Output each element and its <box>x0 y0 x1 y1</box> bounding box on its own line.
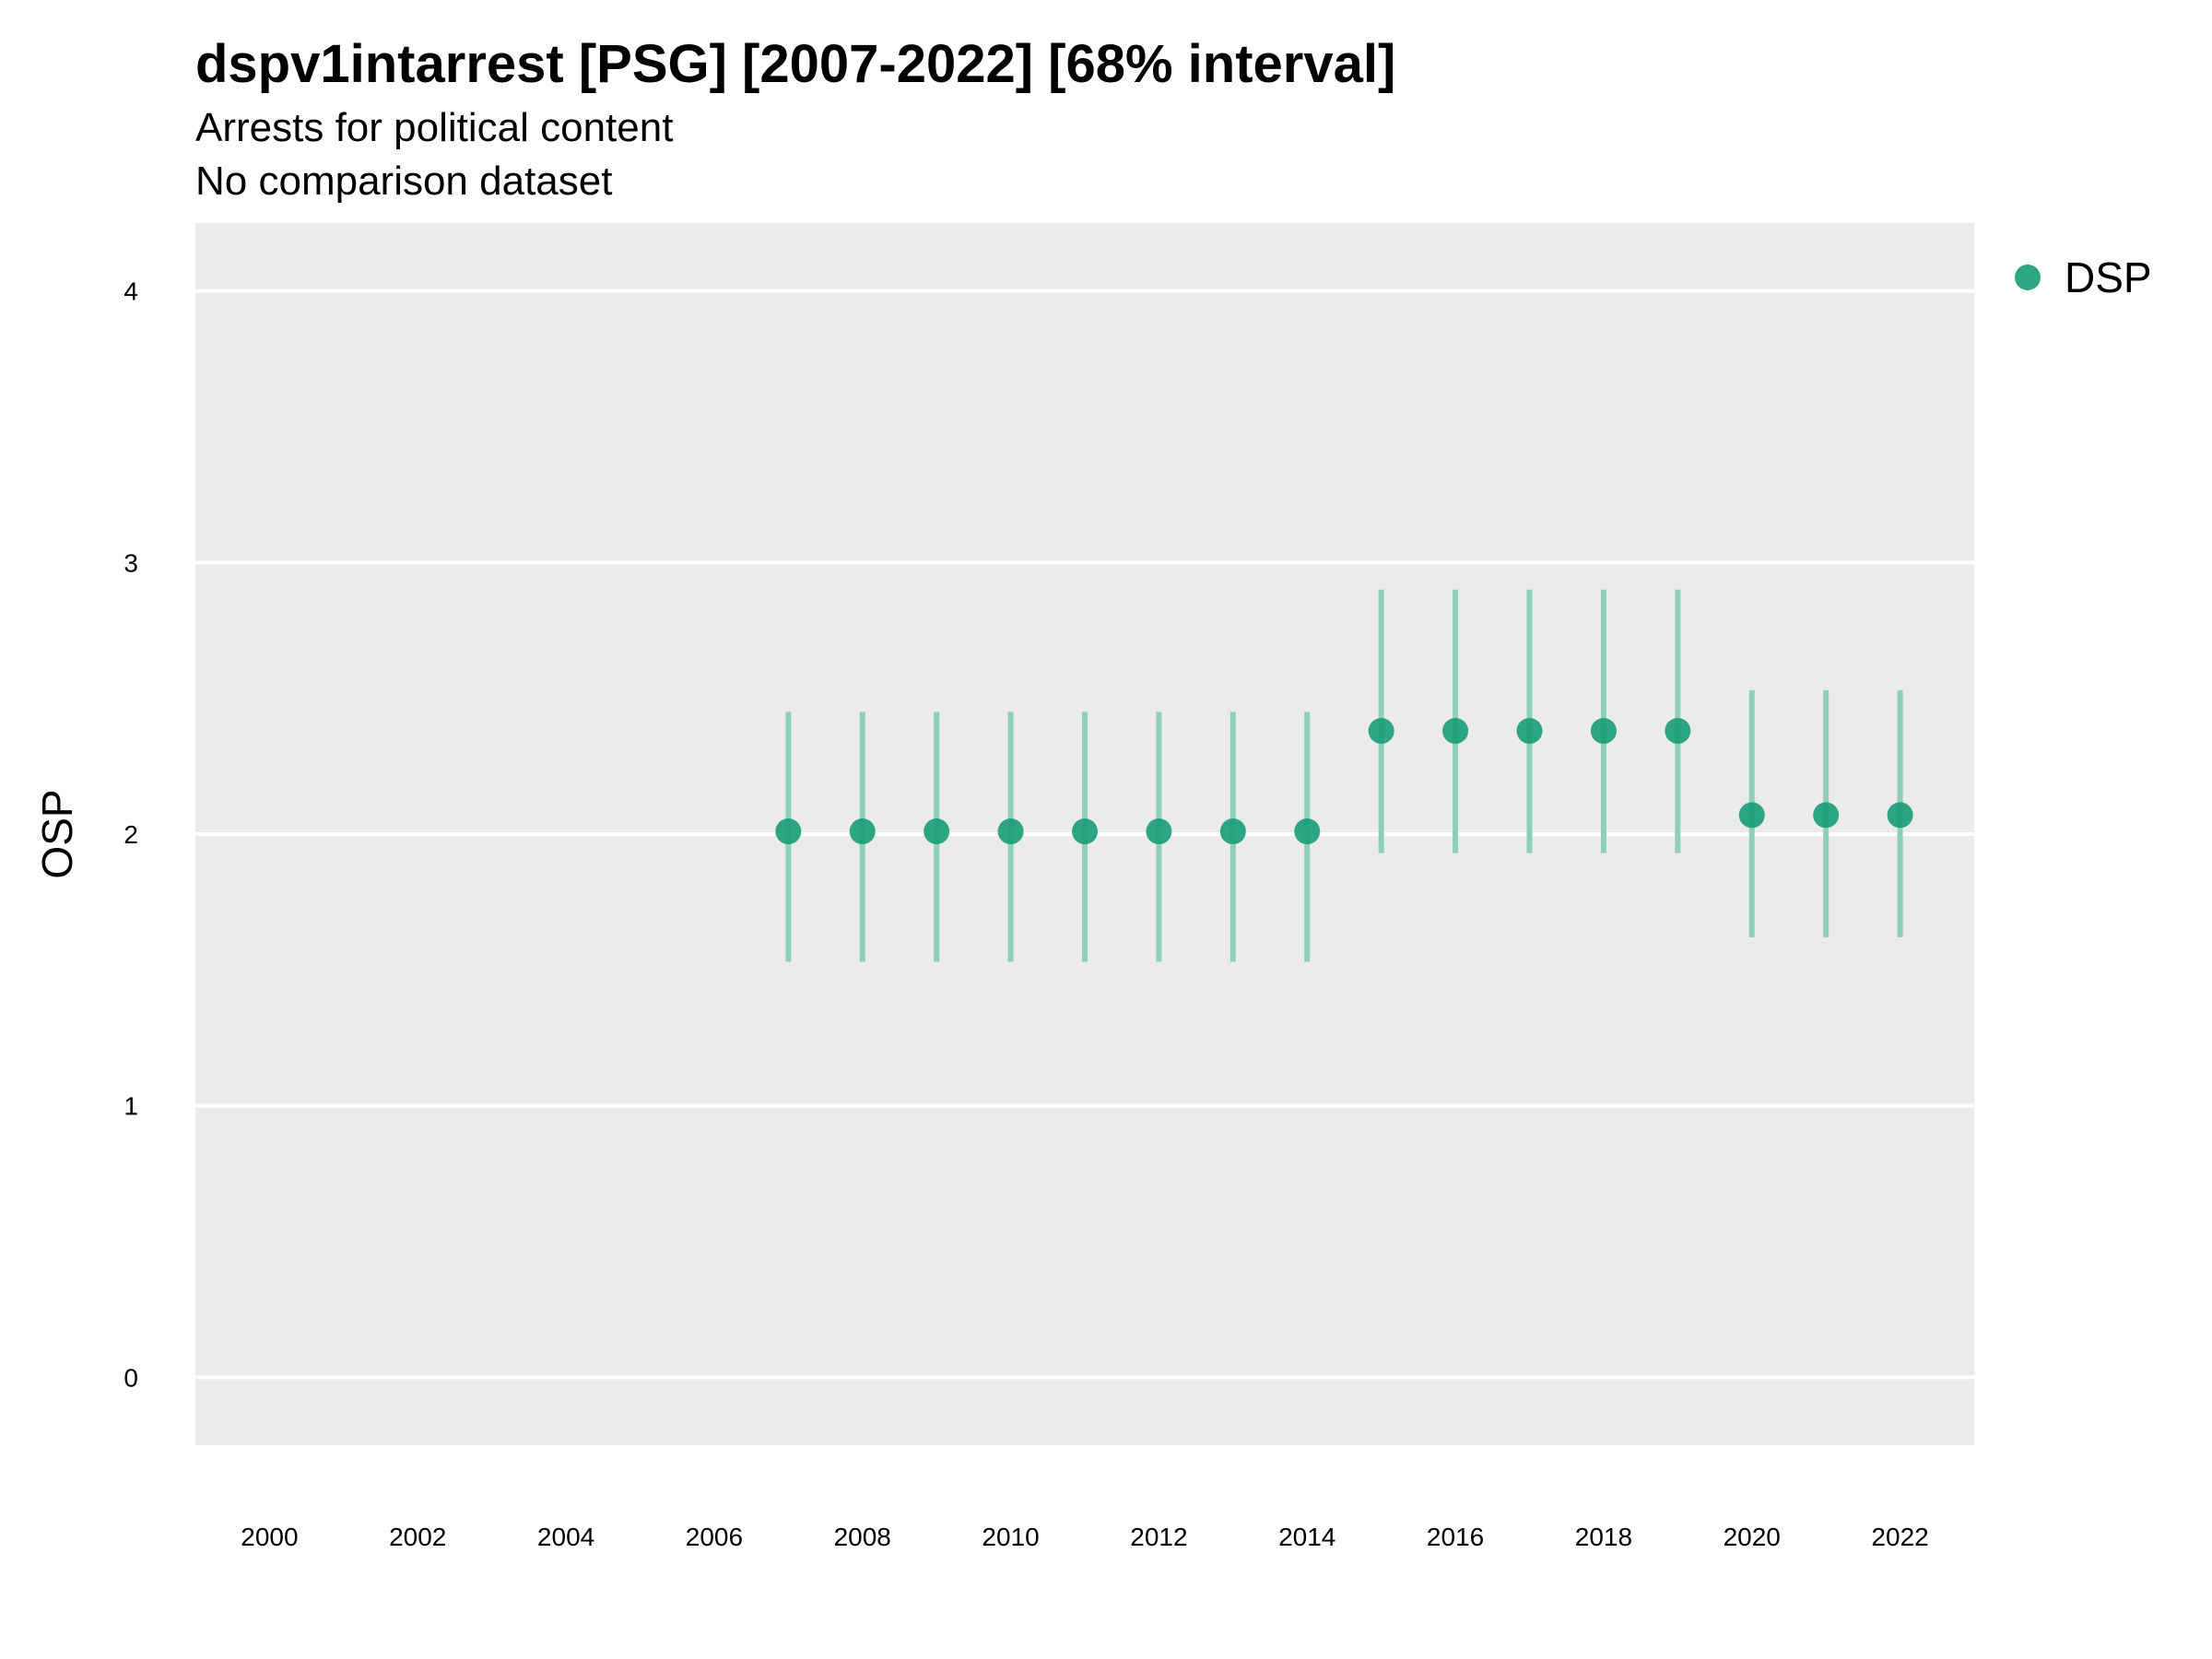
x-tick-label: 2002 <box>389 1523 446 1551</box>
y-tick-label: 4 <box>124 277 138 306</box>
legend: DSP <box>2015 253 2152 301</box>
x-tick-label: 2006 <box>686 1523 743 1551</box>
data-point <box>849 818 876 845</box>
data-point <box>1442 718 1469 745</box>
data-point <box>1813 802 1840 829</box>
x-tick-label: 2022 <box>1871 1523 1928 1551</box>
x-tick-label: 2020 <box>1724 1523 1781 1551</box>
data-point <box>997 818 1024 845</box>
x-tick-label: 2000 <box>241 1523 298 1551</box>
data-point <box>1219 818 1246 845</box>
y-tick-label: 0 <box>124 1363 138 1392</box>
x-tick-label: 2010 <box>982 1523 1039 1551</box>
y-tick-label: 2 <box>124 820 138 849</box>
x-tick-label: 2012 <box>1130 1523 1187 1551</box>
x-tick-label: 2016 <box>1427 1523 1484 1551</box>
y-axis-label: OSP <box>33 789 81 878</box>
data-point <box>775 818 802 845</box>
x-tick-label: 2008 <box>834 1523 891 1551</box>
y-tick-label: 1 <box>124 1092 138 1121</box>
data-point <box>1146 818 1172 845</box>
axis-ticks: 0 1 2 3 4 2000 2002 2004 2006 2008 2010 2012 2014 201… <box>124 277 1928 1551</box>
chart-title: dspv1intarrest [PSG] [2007-2022] [68% in… <box>195 34 1396 94</box>
data-point <box>1738 802 1765 829</box>
data-point <box>1294 818 1321 845</box>
data-marks <box>775 589 1913 962</box>
data-point <box>924 818 950 845</box>
data-point <box>1072 818 1098 845</box>
x-tick-label: 2018 <box>1575 1523 1632 1551</box>
data-point <box>1516 718 1543 745</box>
data-point <box>1887 802 1913 829</box>
x-tick-label: 2014 <box>1278 1523 1335 1551</box>
chart-subtitle-secondary: No comparison dataset <box>195 159 613 204</box>
data-point <box>1368 718 1394 745</box>
data-point <box>1665 718 1691 745</box>
legend-label-dsp: DSP <box>2065 253 2152 301</box>
x-tick-label: 2004 <box>537 1523 594 1551</box>
data-point <box>1590 718 1617 745</box>
legend-key-dsp <box>2015 265 2041 290</box>
chart-subtitle: Arrests for political content <box>195 105 674 150</box>
y-tick-label: 3 <box>124 548 138 577</box>
